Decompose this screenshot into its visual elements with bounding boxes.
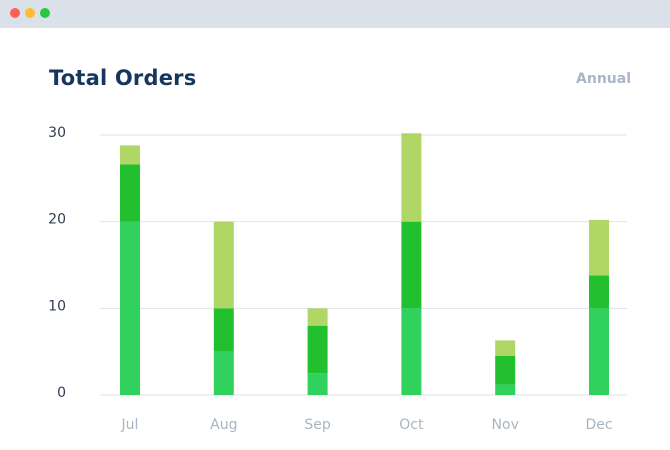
bar-segment-jul-2[interactable] <box>120 164 140 222</box>
bar-segment-dec-1[interactable] <box>589 308 609 395</box>
bar-segment-oct-2[interactable] <box>401 221 422 309</box>
bar-segment-nov-2[interactable] <box>495 356 516 385</box>
bar-segment-oct-3[interactable] <box>401 133 422 222</box>
y-tick-label: 20 <box>48 212 66 228</box>
chart-grid <box>100 134 627 396</box>
bar-segment-aug-1[interactable] <box>213 351 234 395</box>
bar-segment-oct-1[interactable] <box>401 308 422 395</box>
chart-title: Total Orders <box>49 66 197 90</box>
bar-segment-nov-3[interactable] <box>495 340 516 356</box>
maximize-window-button[interactable] <box>40 8 50 18</box>
period-selector[interactable]: Annual <box>576 71 631 87</box>
bar-segment-aug-3[interactable] <box>213 221 234 309</box>
bar-segment-dec-3[interactable] <box>589 219 609 276</box>
y-tick-label: 10 <box>48 298 66 314</box>
bar-segment-jul-3[interactable] <box>120 145 140 165</box>
bar-segment-sep-1[interactable] <box>307 373 328 395</box>
bar-segment-aug-2[interactable] <box>213 308 234 352</box>
x-tick-label: Nov <box>492 417 519 433</box>
x-tick-label: Dec <box>585 417 612 433</box>
minimize-window-button[interactable] <box>25 8 35 18</box>
bar-segment-jul-1[interactable] <box>120 221 140 395</box>
bar-segment-sep-3[interactable] <box>307 308 328 326</box>
y-tick-label: 30 <box>48 125 66 141</box>
bar-segment-nov-1[interactable] <box>495 384 516 395</box>
bars <box>120 133 609 395</box>
y-axis: 0 10 20 30 <box>48 125 66 401</box>
x-tick-label: Oct <box>399 417 424 433</box>
x-tick-label: Aug <box>210 417 237 433</box>
window-titlebar <box>0 0 670 28</box>
x-tick-label: Sep <box>304 417 331 433</box>
bar-segment-dec-2[interactable] <box>589 275 609 309</box>
bar-segment-sep-2[interactable] <box>307 325 328 374</box>
x-tick-label: Jul <box>121 417 139 433</box>
close-window-button[interactable] <box>10 8 20 18</box>
y-tick-label: 0 <box>57 385 66 401</box>
x-axis: Jul Aug Sep Oct Nov Dec <box>121 417 613 433</box>
